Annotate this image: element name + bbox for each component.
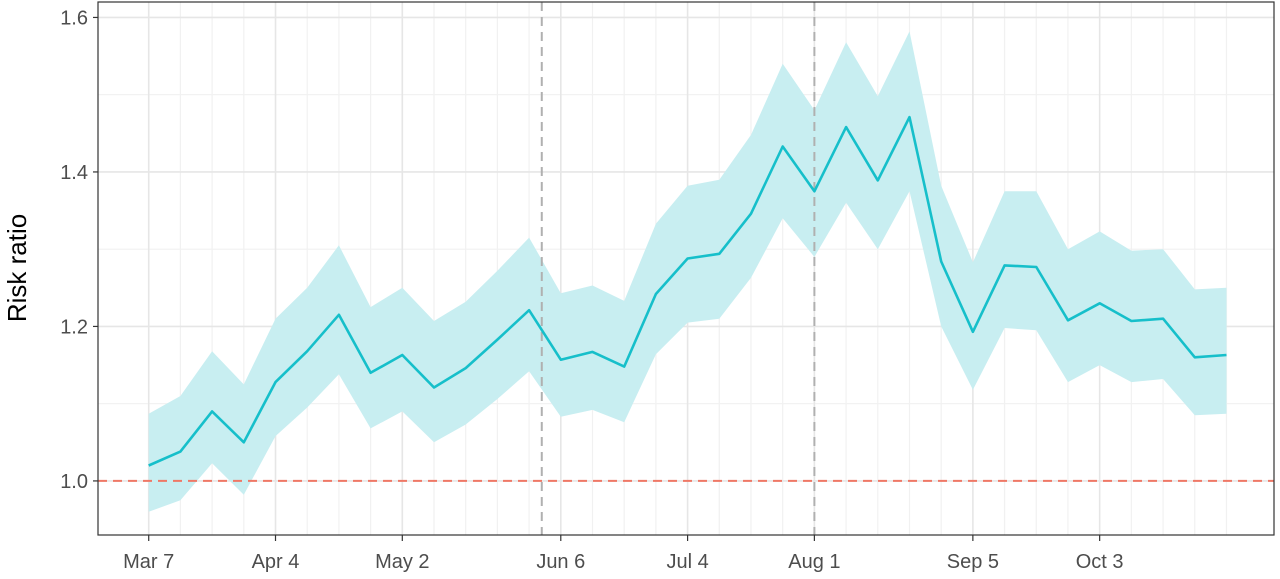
x-tick-label: Apr 4 [252, 551, 300, 573]
x-tick-label: Aug 1 [788, 551, 840, 573]
risk-ratio-line [148, 115, 1227, 467]
y-tick-label: 1.4 [60, 162, 88, 184]
axis-ticks [93, 16, 1101, 541]
y-axis-tick-labels: 1.0 1.2 1.4 1.6 [60, 7, 88, 492]
x-tick-label: May 2 [375, 551, 429, 573]
confidence-band-area [148, 31, 1227, 512]
y-tick-label: 1.0 [60, 471, 88, 493]
risk-ratio-series-line [148, 115, 1227, 467]
confidence-band [148, 31, 1227, 512]
x-tick-label: Jun 6 [536, 551, 585, 573]
y-tick-label: 1.6 [60, 7, 88, 29]
y-axis-title: Risk ratio [2, 214, 32, 322]
x-axis-tick-labels: Mar 7 Apr 4 May 2 Jun 6 Jul 4 Aug 1 Sep 5 Oct 3 [123, 551, 1123, 573]
x-tick-label: Oct 3 [1076, 551, 1124, 573]
plot-panel-border [97, 1, 1275, 536]
x-tick-label: Mar 7 [123, 551, 174, 573]
y-tick-label: 1.2 [60, 316, 88, 338]
x-tick-label: Sep 5 [947, 551, 999, 573]
reference-lines [98, 2, 1274, 535]
x-tick-label: Jul 4 [666, 551, 708, 573]
